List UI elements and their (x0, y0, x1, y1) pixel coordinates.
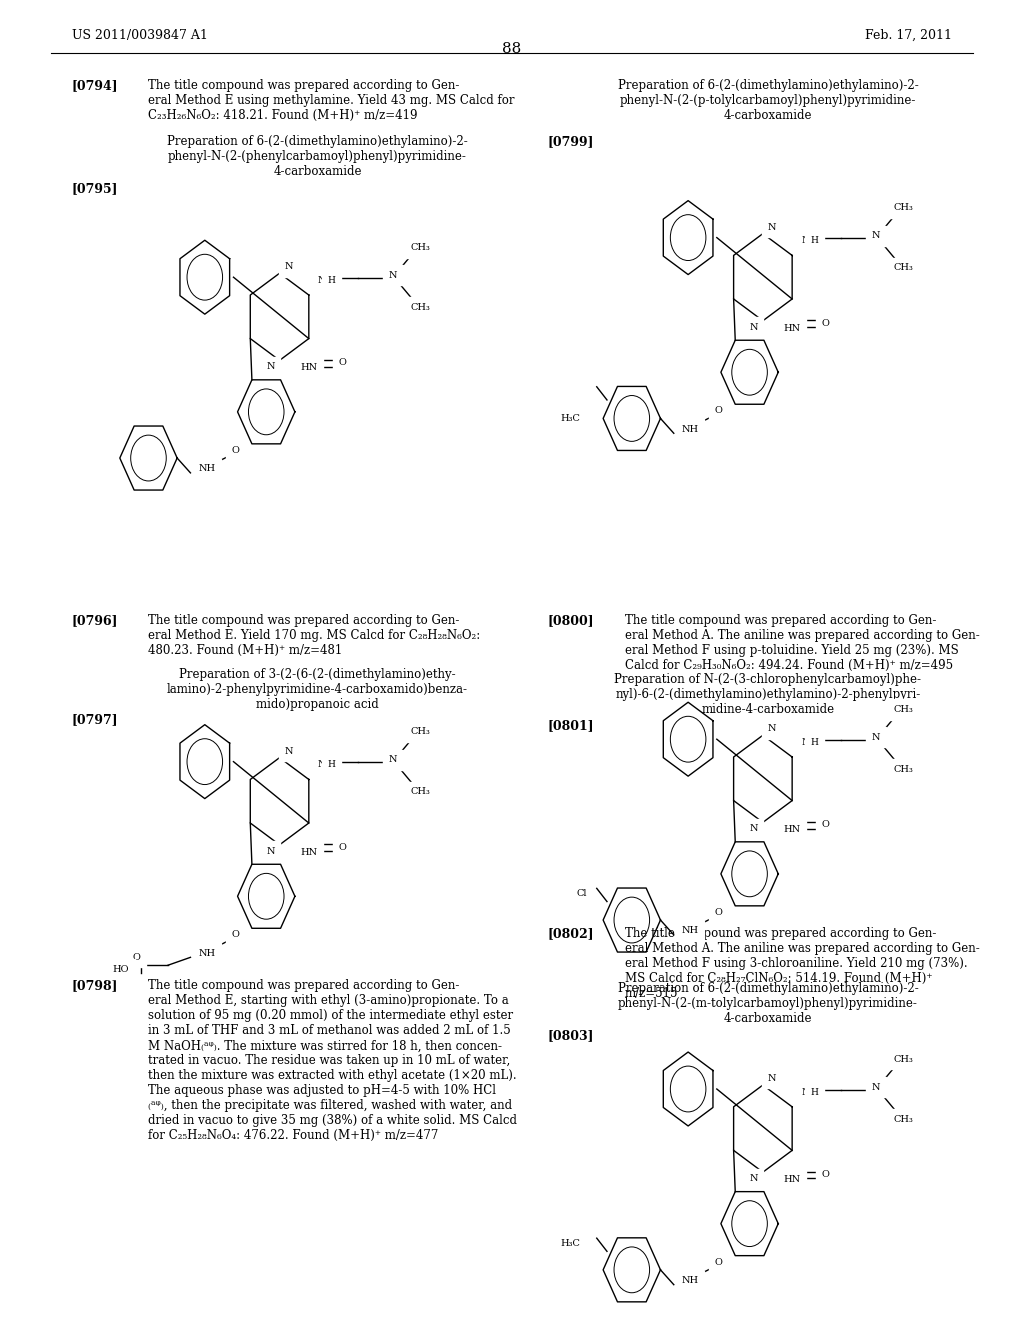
Text: HN: HN (783, 323, 801, 333)
Text: O: O (715, 1258, 723, 1267)
Text: [0794]: [0794] (72, 79, 119, 92)
Text: N: N (750, 323, 758, 331)
Text: O: O (821, 318, 829, 327)
Text: O: O (821, 820, 829, 829)
Text: CH₃: CH₃ (894, 766, 913, 774)
Text: O: O (231, 446, 240, 455)
Text: Preparation of N-(2-(3-chlorophenylcarbamoyl)phe-
nyl)-6-(2-(dimethylamino)ethyl: Preparation of N-(2-(3-chlorophenylcarba… (614, 673, 922, 717)
Text: N: N (871, 733, 881, 742)
Text: CH₃: CH₃ (894, 1114, 913, 1123)
Text: N: N (768, 1074, 776, 1082)
Text: NH: NH (682, 425, 698, 434)
Text: CH₃: CH₃ (894, 705, 913, 714)
Text: N: N (317, 760, 327, 770)
Text: The title compound was prepared according to Gen-
eral Method E. Yield 170 mg. M: The title compound was prepared accordin… (148, 614, 480, 657)
Text: [0796]: [0796] (72, 614, 118, 627)
Text: O: O (715, 407, 723, 416)
Text: N: N (750, 825, 758, 833)
Text: N: N (801, 236, 810, 246)
Text: HN: HN (300, 847, 317, 857)
Text: HN: HN (783, 1175, 801, 1184)
Text: H: H (811, 236, 818, 246)
Text: [0801]: [0801] (548, 719, 595, 733)
Text: Preparation of 6-(2-(dimethylamino)ethylamino)-2-
phenyl-N-(2-(phenylcarbamoyl)p: Preparation of 6-(2-(dimethylamino)ethyl… (167, 135, 468, 178)
Text: N: N (388, 755, 397, 764)
Text: O: O (132, 953, 140, 962)
Text: O: O (231, 931, 240, 940)
Text: N: N (768, 223, 776, 231)
Text: Feb. 17, 2011: Feb. 17, 2011 (865, 29, 952, 42)
Text: [0799]: [0799] (548, 135, 594, 148)
Text: N: N (750, 1175, 758, 1183)
Text: N: N (871, 1082, 881, 1092)
Text: Preparation of 3-(2-(6-(2-(dimethylamino)ethy-
lamino)-2-phenylpyrimidine-4-carb: Preparation of 3-(2-(6-(2-(dimethylamino… (167, 668, 468, 711)
Text: CH₃: CH₃ (411, 727, 430, 737)
Text: NH: NH (199, 949, 215, 958)
Text: The title compound was prepared according to Gen-
eral Method A. The aniline was: The title compound was prepared accordin… (625, 927, 979, 999)
Text: H: H (328, 276, 335, 285)
Text: N: N (768, 725, 776, 733)
Text: H: H (328, 760, 335, 770)
Text: N: N (285, 263, 293, 271)
Text: H: H (811, 1088, 818, 1097)
Text: CH₃: CH₃ (894, 203, 913, 213)
Text: O: O (338, 358, 346, 367)
Text: N: N (285, 747, 293, 755)
Text: H: H (811, 738, 818, 747)
Text: [0798]: [0798] (72, 979, 118, 993)
Text: H₃C: H₃C (561, 1239, 581, 1247)
Text: N: N (266, 363, 274, 371)
Text: HN: HN (300, 363, 317, 372)
Text: HN: HN (783, 825, 801, 834)
Text: CH₃: CH₃ (894, 1055, 913, 1064)
Text: N: N (801, 738, 810, 747)
Text: O: O (715, 908, 723, 917)
Text: [0797]: [0797] (72, 713, 119, 726)
Text: H₃C: H₃C (561, 414, 581, 422)
Text: N: N (266, 847, 274, 855)
Text: N: N (801, 1088, 810, 1097)
Text: CH₃: CH₃ (894, 263, 913, 272)
Text: Preparation of 6-(2-(dimethylamino)ethylamino)-2-
phenyl-N-(2-(p-tolylcarbamoyl): Preparation of 6-(2-(dimethylamino)ethyl… (617, 79, 919, 123)
Text: O: O (338, 842, 346, 851)
Text: O: O (821, 1170, 829, 1179)
Text: The title compound was prepared according to Gen-
eral Method E, starting with e: The title compound was prepared accordin… (148, 979, 517, 1142)
Text: HO: HO (113, 965, 129, 974)
Text: Cl: Cl (577, 890, 587, 898)
Text: The title compound was prepared according to Gen-
eral Method E using methylamin: The title compound was prepared accordin… (148, 79, 515, 123)
Text: NH: NH (199, 465, 215, 474)
Text: [0795]: [0795] (72, 182, 118, 195)
Text: N: N (871, 231, 881, 240)
Text: N: N (388, 271, 397, 280)
Text: [0802]: [0802] (548, 927, 595, 940)
Text: 88: 88 (503, 42, 521, 57)
Text: [0800]: [0800] (548, 614, 595, 627)
Text: Preparation of 6-(2-(dimethylamino)ethylamino)-2-
phenyl-N-(2-(m-tolylcarbamoyl): Preparation of 6-(2-(dimethylamino)ethyl… (617, 982, 919, 1026)
Text: NH: NH (682, 1276, 698, 1286)
Text: The title compound was prepared according to Gen-
eral Method A. The aniline was: The title compound was prepared accordin… (625, 614, 979, 672)
Text: [0803]: [0803] (548, 1030, 594, 1043)
Text: CH₃: CH₃ (411, 787, 430, 796)
Text: CH₃: CH₃ (411, 304, 430, 312)
Text: N: N (317, 276, 327, 285)
Text: NH: NH (682, 927, 698, 936)
Text: CH₃: CH₃ (411, 243, 430, 252)
Text: US 2011/0039847 A1: US 2011/0039847 A1 (72, 29, 208, 42)
